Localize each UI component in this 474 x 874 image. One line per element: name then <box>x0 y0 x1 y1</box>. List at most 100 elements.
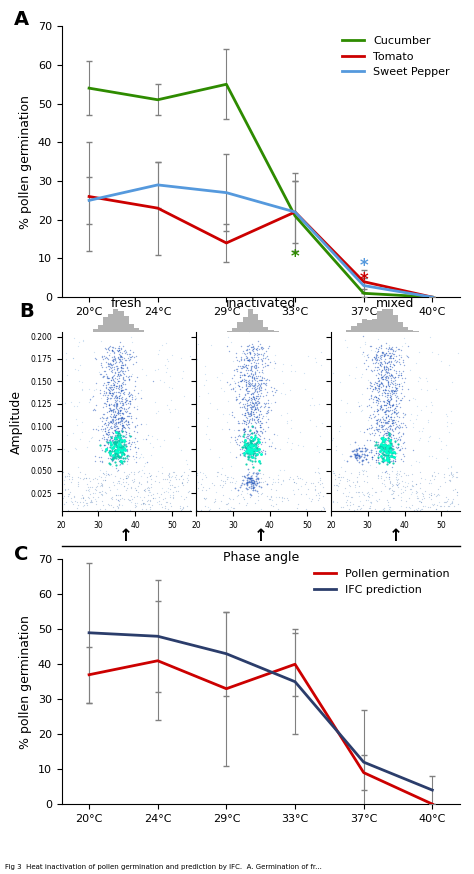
Point <box>244 471 252 485</box>
Point <box>346 437 354 451</box>
Point <box>391 422 399 436</box>
Point <box>392 370 399 384</box>
Point <box>86 496 93 510</box>
Point <box>107 430 114 444</box>
Point <box>386 440 394 454</box>
Point <box>119 454 127 468</box>
Point <box>383 428 391 442</box>
Point <box>140 496 148 510</box>
Point <box>125 394 132 408</box>
Point <box>245 449 252 463</box>
Point <box>379 442 386 456</box>
Point <box>383 452 391 466</box>
Point <box>179 476 186 490</box>
Point <box>385 346 392 360</box>
Point <box>251 439 259 453</box>
Point <box>198 472 206 486</box>
Point <box>169 489 177 503</box>
Point <box>104 467 112 481</box>
Point <box>124 417 132 431</box>
Point <box>377 338 384 352</box>
Point <box>118 455 125 469</box>
Point <box>239 413 247 427</box>
Point <box>364 475 371 489</box>
Point <box>261 377 268 391</box>
Point <box>379 383 386 397</box>
Point <box>118 411 126 425</box>
Point <box>114 439 122 453</box>
Point <box>130 465 138 479</box>
Point <box>233 392 241 406</box>
Point <box>367 443 375 457</box>
Point <box>249 420 256 434</box>
Point <box>383 424 391 438</box>
Point <box>239 469 246 483</box>
Point <box>257 386 265 400</box>
Point <box>219 461 226 475</box>
Point <box>130 467 138 481</box>
Point <box>360 438 368 452</box>
Point <box>68 495 76 509</box>
Point <box>242 378 250 392</box>
Point <box>317 503 324 517</box>
Point <box>343 493 350 507</box>
Point <box>352 448 360 462</box>
Point <box>253 348 261 362</box>
Point <box>122 475 130 489</box>
Point <box>166 473 173 487</box>
Point <box>426 476 433 490</box>
Point <box>383 416 390 430</box>
Point <box>116 495 123 509</box>
Point <box>254 343 261 357</box>
Point <box>369 392 376 406</box>
Point <box>96 385 103 399</box>
Point <box>369 488 376 502</box>
Point <box>347 449 355 463</box>
Point <box>105 342 112 356</box>
Point <box>114 442 121 456</box>
Point <box>444 499 452 513</box>
Point <box>381 389 389 403</box>
Text: ↑: ↑ <box>388 527 402 545</box>
Point <box>387 445 395 459</box>
Point <box>373 350 380 364</box>
Point <box>280 491 288 505</box>
Point <box>119 442 127 456</box>
Point <box>352 451 360 465</box>
Point <box>381 416 389 430</box>
Point <box>131 420 138 434</box>
Point <box>382 370 390 384</box>
Point <box>410 420 417 434</box>
Point <box>109 492 116 506</box>
Point <box>247 362 255 376</box>
Point <box>126 426 133 440</box>
Point <box>238 440 246 454</box>
Point <box>150 491 157 505</box>
Point <box>346 448 353 462</box>
Point <box>249 454 256 468</box>
Point <box>118 394 126 408</box>
Point <box>250 474 257 488</box>
Point <box>124 477 132 491</box>
Point <box>404 350 411 364</box>
Point <box>256 414 264 428</box>
Point <box>385 502 392 516</box>
Point <box>383 401 390 415</box>
Point <box>102 366 110 380</box>
Point <box>248 438 256 452</box>
Point <box>236 447 244 461</box>
Point <box>357 398 365 412</box>
Text: Amplitude: Amplitude <box>10 390 23 454</box>
Point <box>359 464 366 478</box>
Point <box>366 496 374 510</box>
Point <box>249 343 256 357</box>
Point <box>375 378 383 392</box>
Point <box>400 408 408 422</box>
Point <box>251 436 259 450</box>
Point <box>137 392 145 406</box>
Point <box>376 400 383 414</box>
Point <box>231 481 238 495</box>
Point <box>109 441 117 455</box>
Point <box>245 358 252 372</box>
Point <box>95 433 103 447</box>
